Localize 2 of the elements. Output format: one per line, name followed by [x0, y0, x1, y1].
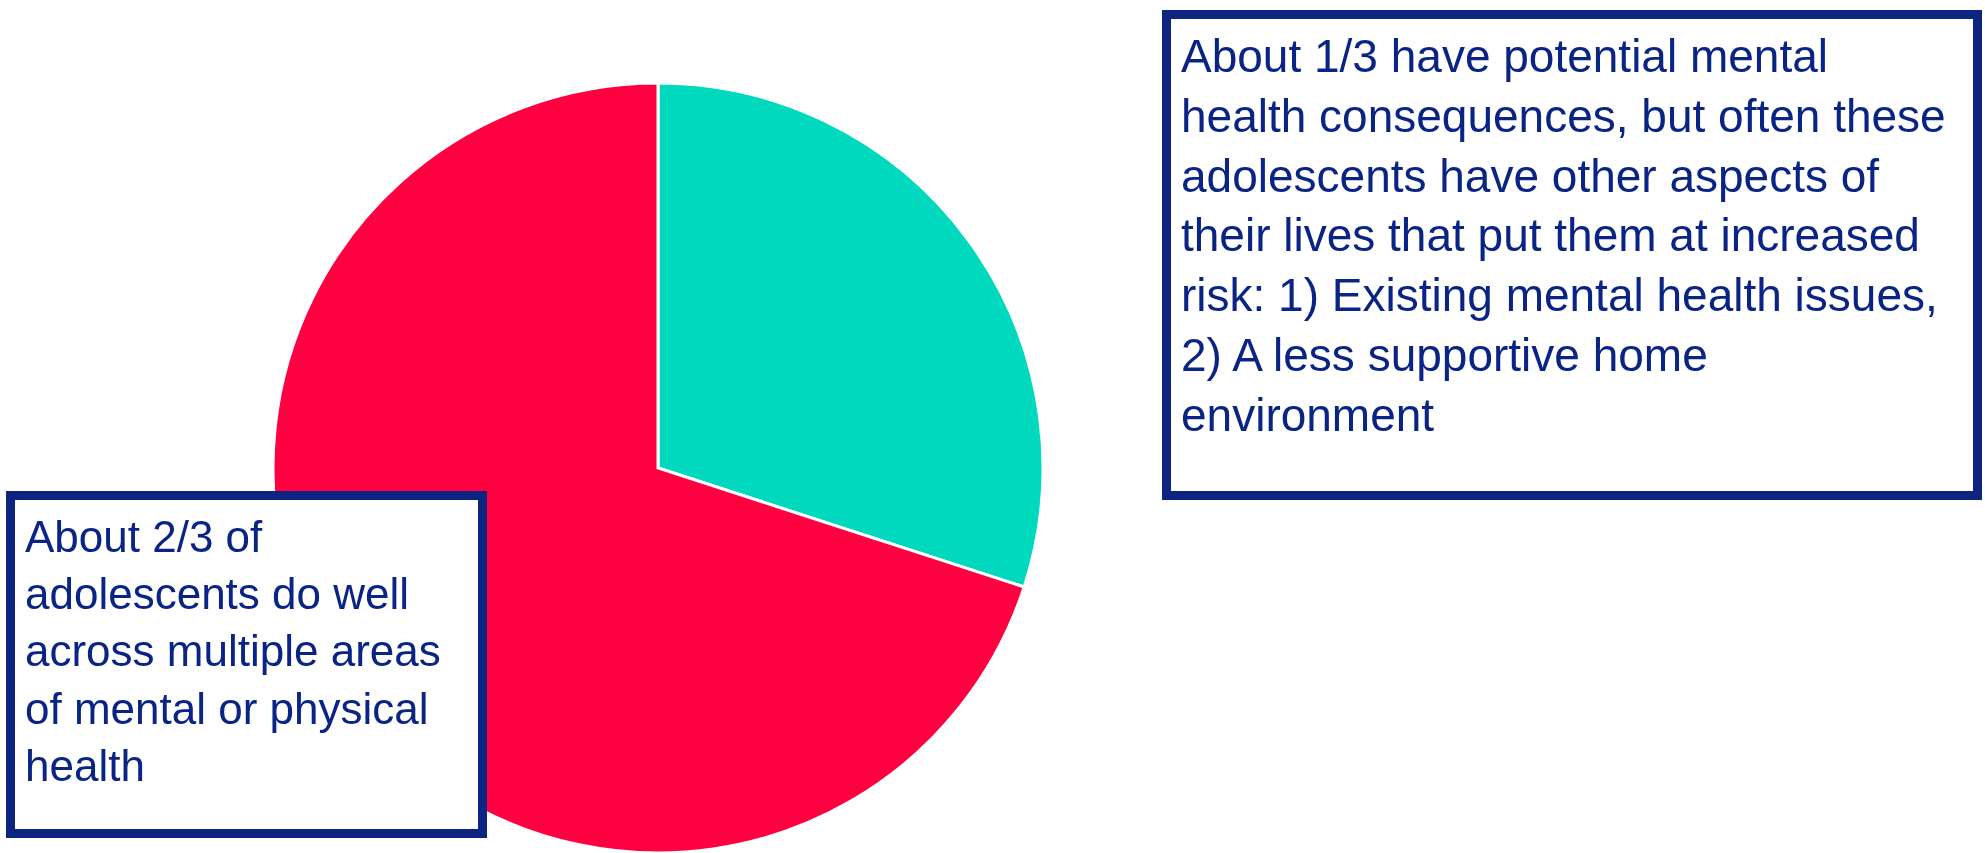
- text: About 1/3 have potential mental health consequences, but often these adolescents have other aspects of their lives that put them at increased risk: 1) Existing mental health issues, 2) A less supportive home environment: [1162, 10, 1982, 500]
- text: About 2/3 of adolescents do well across multiple areas of mental or physical health: [6, 491, 487, 838]
